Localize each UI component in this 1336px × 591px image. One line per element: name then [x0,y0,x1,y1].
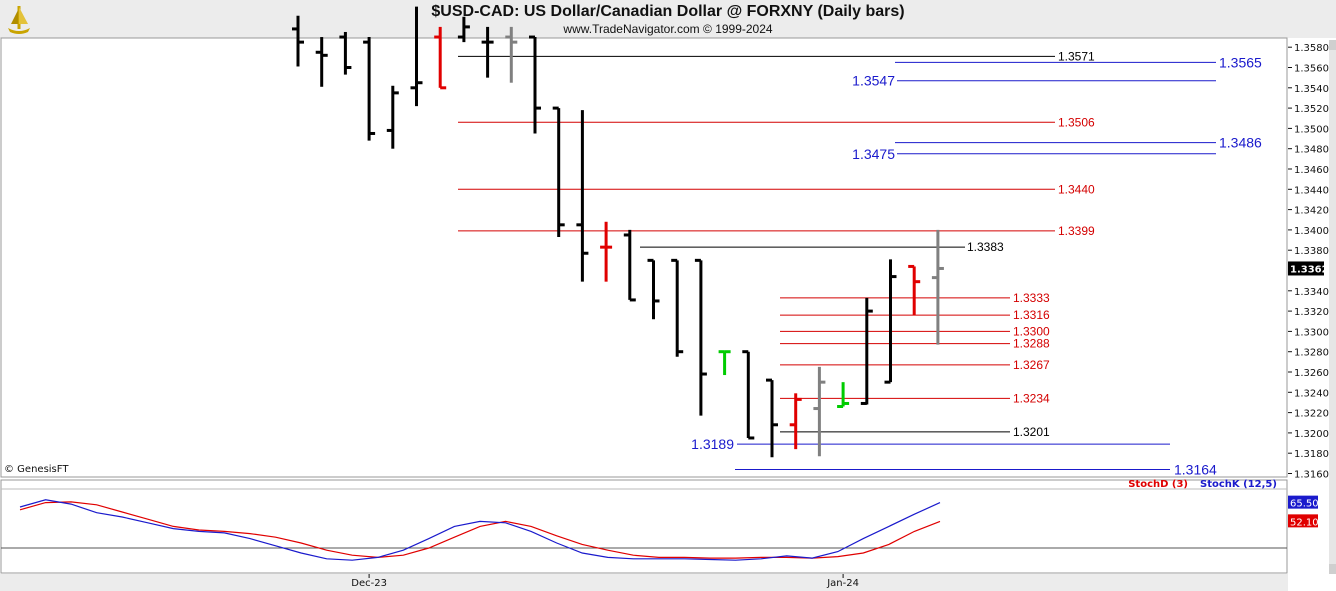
y-axis-tick-label: 1.3500 [1294,124,1329,135]
level-label: 1.3547 [852,73,895,89]
ohlc-bar [600,221,613,282]
x-axis-tick-label: Dec-23 [351,578,387,589]
ohlc-bar [529,35,541,134]
ohlc-bar [457,16,470,43]
ohlc-bar [908,264,921,316]
ohlc-bar [789,393,802,450]
stoch-d-value-label: 52.10 [1290,517,1319,528]
level-label: 1.3475 [852,146,895,162]
stoch-k-legend: StochK (12,5) [1200,479,1277,490]
ohlc-bar [434,26,447,90]
y-axis-tick-label: 1.3280 [1294,348,1329,359]
last-price-label: 1.3362 [1290,264,1329,275]
y-axis-tick-label: 1.3340 [1294,287,1329,298]
stoch-d-legend: StochD (3) [1128,479,1188,490]
y-axis-tick-label: 1.3220 [1294,409,1329,420]
trade-navigator-logo-icon [8,6,30,34]
level-label: 1.3486 [1219,135,1262,151]
level-label: 1.3300 [1013,324,1050,338]
stoch-series-line [19,501,941,559]
level-label: 1.3189 [691,436,734,452]
chart-title: $USD-CAD: US Dollar/Canadian Dollar @ FO… [431,3,905,20]
level-label: 1.3288 [1013,337,1050,351]
level-label: 1.3164 [1174,461,1217,477]
y-axis-tick-label: 1.3420 [1294,206,1329,217]
ohlc-bar [718,350,731,376]
ohlc-bar [410,6,423,107]
ohlc-bar [623,229,636,302]
x-axis-background [0,574,1288,591]
ohlc-bar [860,297,873,405]
y-axis-tick-label: 1.3560 [1294,64,1329,75]
chart-header: $USD-CAD: US Dollar/Canadian Dollar @ FO… [0,0,1336,38]
ohlc-bar [505,26,518,83]
y-axis-tick-label: 1.3380 [1294,246,1329,257]
y-axis-tick-label: 1.3200 [1294,429,1329,440]
y-axis-tick-label: 1.3240 [1294,388,1329,399]
y-axis-tick-label: 1.3260 [1294,368,1329,379]
ohlc-bar [315,37,328,87]
y-axis-tick-label: 1.3540 [1294,84,1329,95]
level-label: 1.3399 [1058,224,1095,238]
level-label: 1.3201 [1013,425,1050,439]
copyright-label: © GenesisFT [4,464,69,475]
y-axis-tick-label: 1.3440 [1294,185,1329,196]
ohlc-bar [576,110,589,282]
level-label: 1.3333 [1013,291,1050,305]
vertical-scrollbar[interactable] [1329,40,1336,574]
chart-subtitle: www.TradeNavigator.com © 1999-2024 [563,22,773,36]
y-axis-tick-label: 1.3300 [1294,327,1329,338]
stoch-d-value-badge [1288,514,1318,528]
ohlc-bar [931,229,944,345]
y-axis-tick-label: 1.3520 [1294,104,1329,115]
y-axis-tick-label: 1.3480 [1294,145,1329,156]
ohlc-bar [671,258,684,357]
stoch-panel-border [0,479,1288,574]
y-axis-tick-label: 1.3460 [1294,165,1329,176]
y-axis-tick-label: 1.3320 [1294,307,1329,318]
ohlc-bar [647,258,660,320]
last-price-badge [1288,261,1324,276]
ohlc-bar [386,85,399,149]
ohlc-bar [694,258,707,416]
x-axis-tick-label: Jan-24 [826,578,859,589]
ohlc-bar [837,382,850,409]
stoch-k-value-badge [1288,495,1318,509]
ohlc-bar [363,37,376,141]
scroll-down-arrow-icon[interactable] [1329,564,1336,574]
y-axis-tick-label: 1.3180 [1294,449,1329,460]
y-axis-tick-label: 1.3400 [1294,226,1329,237]
ohlc-bar [813,366,826,457]
ohlc-bar [339,31,352,75]
stoch-series-line [19,499,941,561]
ohlc-bar [292,15,304,67]
level-label: 1.3316 [1013,308,1050,322]
y-axis-tick-label: 1.3580 [1294,43,1329,54]
stoch-k-value-label: 65.50 [1290,499,1319,510]
ohlc-bar [742,350,755,440]
level-label: 1.3571 [1058,49,1095,63]
scroll-up-arrow-icon[interactable] [1329,40,1336,50]
level-label: 1.3267 [1013,358,1050,372]
ohlc-bar [481,26,494,78]
ohlc-bar [766,378,778,458]
level-label: 1.3234 [1013,391,1050,405]
level-label: 1.3565 [1219,54,1262,70]
level-label: 1.3383 [967,240,1004,254]
level-label: 1.3440 [1058,182,1095,196]
price-panel-border [0,37,1288,478]
ohlc-bar [884,259,897,384]
ohlc-bar [552,106,565,238]
level-label: 1.3506 [1058,115,1095,129]
y-axis-tick-label: 1.3160 [1294,470,1329,481]
